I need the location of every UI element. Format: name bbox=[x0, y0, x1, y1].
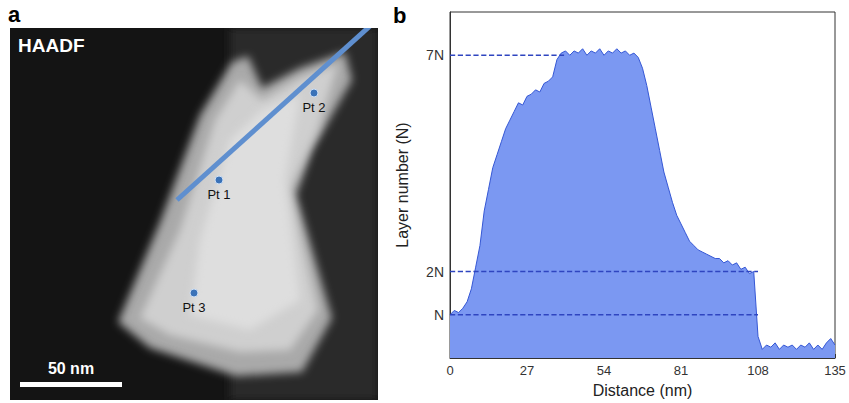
svg-text:b: b bbox=[393, 3, 406, 28]
svg-text:108: 108 bbox=[747, 363, 769, 378]
svg-text:Distance (nm): Distance (nm) bbox=[593, 382, 693, 399]
svg-text:HAADF: HAADF bbox=[18, 35, 85, 56]
svg-text:0: 0 bbox=[446, 363, 453, 378]
svg-text:135: 135 bbox=[824, 363, 846, 378]
svg-text:a: a bbox=[8, 2, 21, 27]
svg-text:2N: 2N bbox=[426, 264, 444, 280]
svg-text:27: 27 bbox=[520, 363, 534, 378]
svg-text:50 nm: 50 nm bbox=[48, 360, 94, 377]
svg-text:Pt 3: Pt 3 bbox=[182, 300, 205, 315]
svg-text:Layer number (N): Layer number (N) bbox=[394, 122, 411, 247]
svg-text:Pt 2: Pt 2 bbox=[302, 100, 325, 115]
svg-text:N: N bbox=[434, 307, 444, 323]
svg-text:81: 81 bbox=[674, 363, 688, 378]
svg-text:7N: 7N bbox=[426, 47, 444, 63]
svg-text:Pt 1: Pt 1 bbox=[207, 187, 230, 202]
svg-text:54: 54 bbox=[597, 363, 611, 378]
